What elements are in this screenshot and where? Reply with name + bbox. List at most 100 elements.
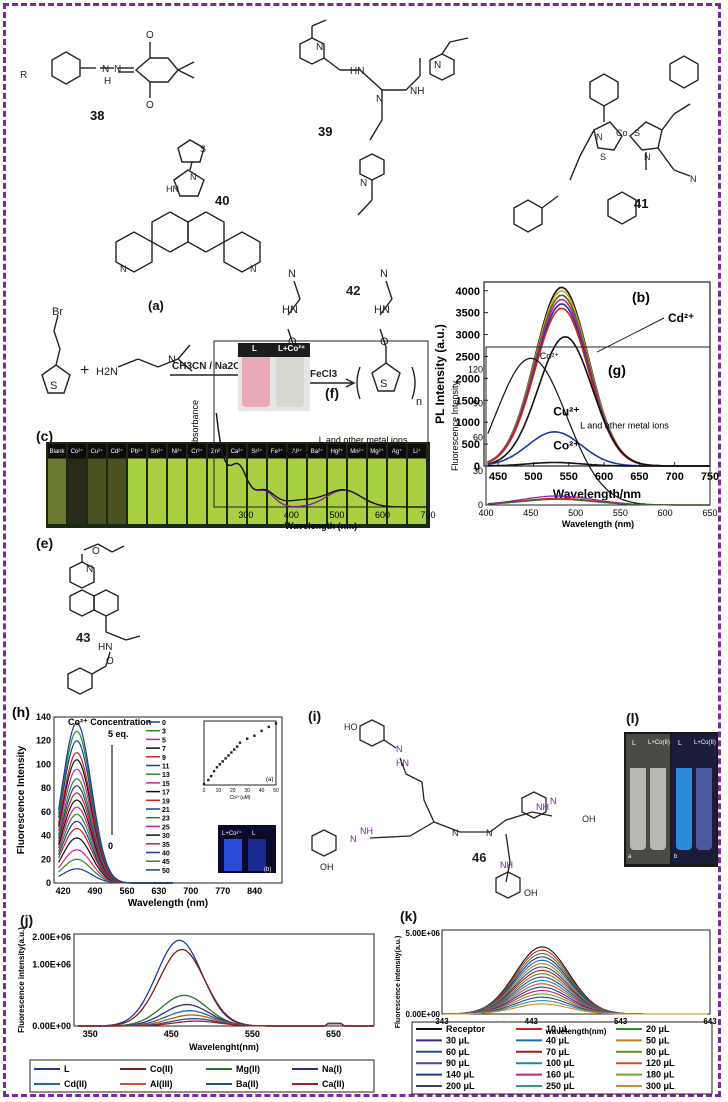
legend-label-h: 7 — [162, 746, 166, 753]
compound-38: 38 — [90, 108, 104, 123]
y-tick-label-h: 120 — [36, 736, 51, 746]
reagent-1: CH3CN / Na2CO3 — [172, 361, 254, 372]
plus-sign: + — [80, 362, 89, 379]
svg-text:N: N — [596, 132, 603, 142]
inset-x-label-h: Co²⁺(uM) — [230, 795, 251, 801]
y-tick-label-b: 500 — [462, 439, 480, 451]
y-tick-label-g: 30 — [473, 466, 483, 476]
y-axis-label-f: Absorbance — [190, 400, 200, 448]
x-tick-label-h: 770 — [215, 886, 230, 896]
y-tick-label-h: 0 — [46, 878, 51, 888]
svg-text:NH: NH — [536, 802, 549, 812]
legend-label-k: 200 μL — [446, 1081, 475, 1091]
legend-label-h: 35 — [162, 842, 170, 849]
vial-c: Cr³⁺ — [188, 444, 206, 524]
inset-vial-1 — [224, 839, 242, 871]
legend-label-j: Ca(II) — [322, 1079, 345, 1089]
photo-l-a: L L+Co(II) a — [626, 734, 670, 864]
vial-c: Hg²⁺ — [328, 444, 346, 524]
x-tick-label-h: 420 — [56, 886, 71, 896]
y-tick-label-k: 0.00E+00 — [406, 1010, 441, 1019]
reagent-2: FeCl3 — [310, 369, 338, 380]
inset-x-tick-h: 10 — [216, 788, 222, 794]
legend-label-j: Na(I) — [322, 1064, 342, 1074]
svg-text:O: O — [288, 336, 297, 348]
vial-c: Co²⁺ — [68, 444, 86, 524]
legend-label-h: 19 — [162, 798, 170, 805]
vial-c: Mg²⁺ — [368, 444, 386, 524]
panel-h-label: (h) — [12, 705, 30, 720]
legend-label-k: 160 μL — [546, 1070, 575, 1080]
n-subscript: n — [416, 396, 422, 408]
svg-text:N: N — [452, 828, 459, 838]
svg-text:O: O — [146, 30, 154, 41]
series-line-h — [58, 778, 173, 884]
vial-c: Zn²⁺ — [208, 444, 226, 524]
vials-photo-l: L L+Co(II) a L L+Co(II) b — [624, 732, 718, 867]
svg-text:N: N — [396, 744, 403, 754]
legend-label-k: 50 μL — [646, 1035, 670, 1045]
series-line-j — [78, 948, 374, 1027]
y-tick-label-b: 3500 — [456, 308, 480, 320]
legend-label-k: 180 μL — [646, 1070, 675, 1080]
inset-point-h — [267, 725, 270, 729]
y-axis-label-k: Fluorescence intensity(a.u.) — [395, 936, 402, 1029]
legend-label-h: 45 — [162, 859, 170, 866]
series-line-g — [487, 498, 710, 506]
legend-label-h: 3 — [162, 729, 166, 736]
y-tick-label-j: 1.00E+06 — [32, 960, 71, 970]
x-axis-label-g: Wavelength (nm) — [562, 519, 634, 529]
legend-label-k: 90 μL — [446, 1058, 470, 1068]
annotation-cu: Cu²⁺ — [553, 405, 579, 419]
photo-b-label: b — [674, 854, 678, 860]
vial-l-b2-label: L+Co(II) — [694, 740, 716, 746]
series-line-j — [78, 939, 374, 1027]
y-tick-label-k: 5.00E+06 — [406, 929, 441, 938]
svg-text:N: N — [288, 268, 296, 280]
photo-a-label: a — [628, 854, 632, 860]
legend-label-k: 70 μL — [546, 1047, 570, 1057]
x-tick-label-b: 650 — [630, 471, 648, 483]
vial-c: Cd²⁺ — [108, 444, 126, 524]
panel-l-label: (l) — [626, 710, 640, 726]
svg-text:OH: OH — [582, 814, 596, 824]
vial-c: Pb²⁺ — [128, 444, 146, 524]
s-label: S — [50, 380, 57, 392]
legend-label-h: 5 — [162, 737, 166, 744]
vial-c: Li⁺ — [408, 444, 426, 524]
compound-42: 42 — [346, 283, 360, 298]
inset-vial-2 — [248, 839, 266, 871]
legend-label-k: 140 μL — [446, 1070, 475, 1080]
legend-label-k: 300 μL — [646, 1081, 675, 1091]
annotation-cd: Cd²⁺ — [668, 311, 694, 325]
x-tick-label-j: 650 — [326, 1029, 341, 1039]
svg-text:N: N — [114, 64, 121, 75]
vial-c: Mn²⁺ — [348, 444, 366, 524]
vial-c: Sr²⁺ — [248, 444, 266, 524]
svg-text:NH: NH — [360, 826, 373, 836]
legend-box-j — [29, 1059, 375, 1093]
compound-43: 43 — [76, 630, 90, 645]
vial-l — [242, 347, 270, 407]
legend-label-k: 40 μL — [546, 1035, 570, 1045]
legend-label-k: 80 μL — [646, 1047, 670, 1057]
annotation-5eq: 5 eq. — [108, 729, 129, 739]
x-tick-label-h: 700 — [183, 886, 198, 896]
annotation-conc: Co²⁺ Concentration — [68, 717, 151, 727]
svg-text:HN: HN — [396, 758, 409, 768]
series-line-h — [58, 806, 173, 884]
annotation-cd-line — [596, 317, 665, 353]
vial-l-co — [276, 347, 304, 407]
vial-c: Ag⁺ — [388, 444, 406, 524]
svg-text:N: N — [486, 828, 493, 838]
photo-l-b: L L+Co(II) b — [672, 734, 716, 864]
vial-c: Ni²⁺ — [168, 444, 186, 524]
legend-label-h: 15 — [162, 781, 170, 788]
series-line-g — [487, 357, 710, 506]
legend-label-k: 30 μL — [446, 1035, 470, 1045]
plot-frame-k — [441, 929, 711, 1015]
svg-text:HO: HO — [344, 722, 358, 732]
x-tick-label-b: 450 — [489, 471, 507, 483]
